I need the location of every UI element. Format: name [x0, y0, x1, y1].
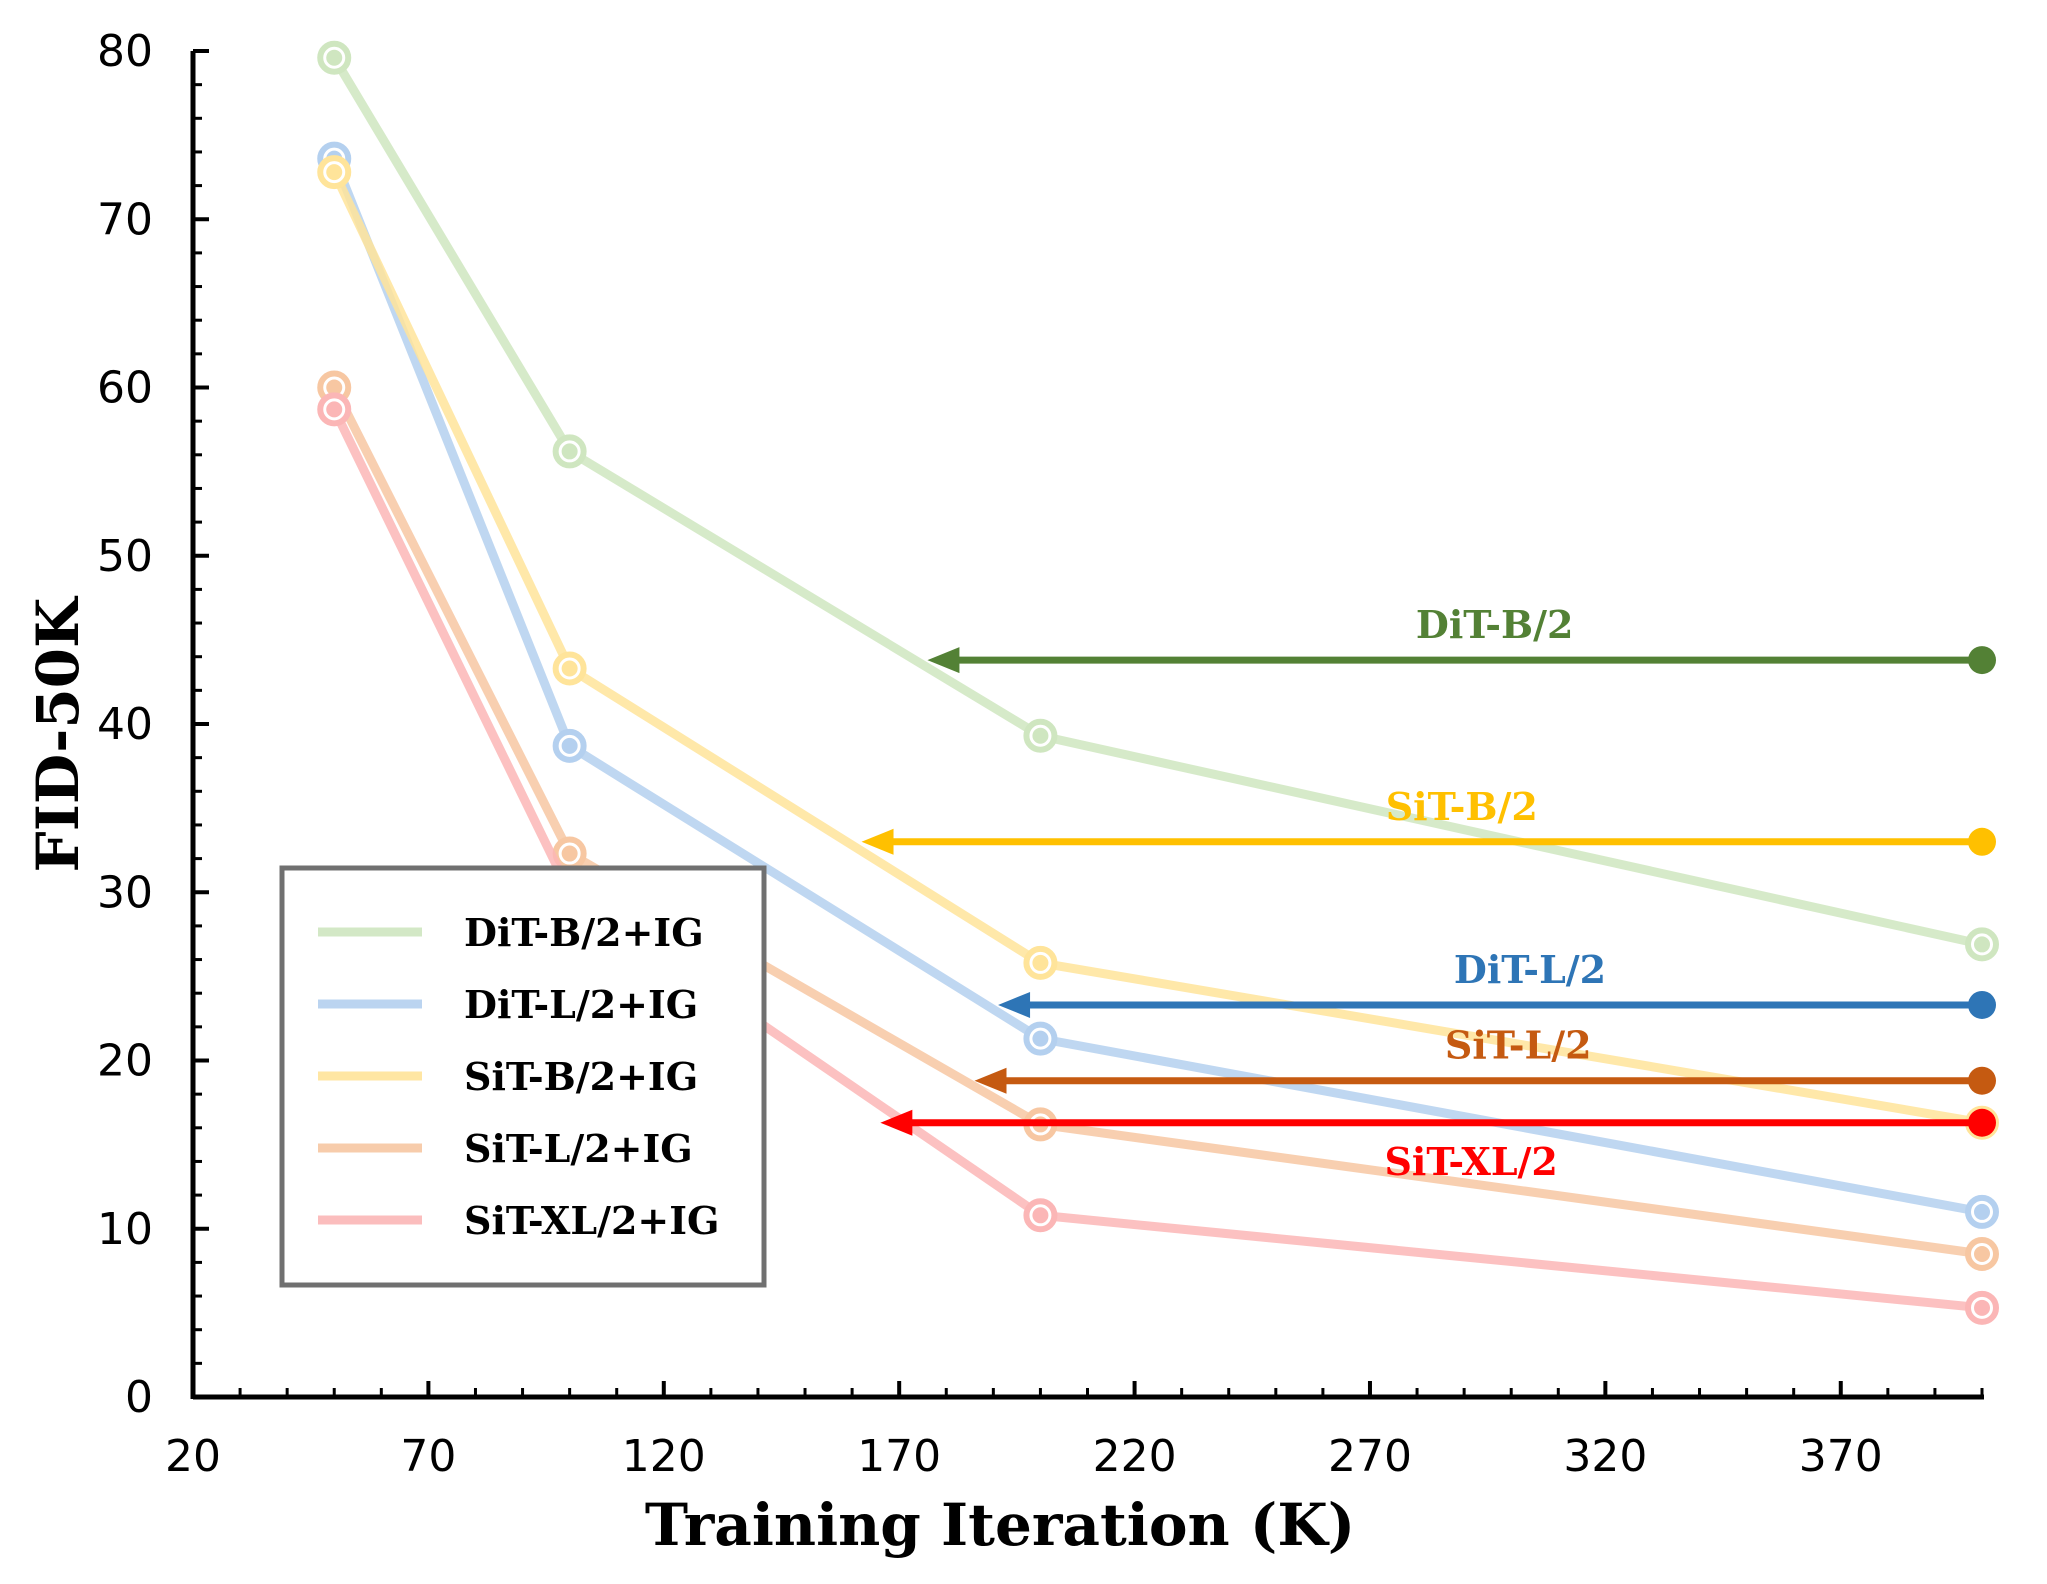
series-point-core-sit-b-2-ig — [1032, 954, 1049, 971]
series-line-sit-xl-2-ig — [329, 404, 1987, 1313]
x-axis-title: Training Iteration (K) — [645, 1491, 1355, 1559]
legend-label-sit-xl-2-ig: SiT-XL/2+IG — [464, 1198, 719, 1243]
series-point-core-dit-b-2-ig — [1974, 936, 1990, 953]
baseline-arrowhead-sit-xl-2 — [880, 1109, 913, 1136]
series-point-core-sit-xl-2-ig — [326, 401, 343, 418]
series-point-core-dit-l-2-ig — [1974, 1203, 1990, 1220]
baseline-arrowhead-sit-b-2 — [861, 828, 894, 855]
series-point-core-dit-l-2-ig — [1032, 1030, 1049, 1047]
series-point-core-sit-l-2-ig — [1974, 1245, 1990, 1262]
baseline-label-sit-b-2: SiT-B/2 — [1386, 784, 1538, 829]
series-point-core-dit-b-2-ig — [561, 443, 578, 460]
x-tick-label: 220 — [1093, 1431, 1177, 1482]
legend-label-sit-l-2-ig: SiT-L/2+IG — [464, 1126, 693, 1171]
series-point-core-sit-xl-2-ig — [1974, 1299, 1990, 1316]
x-tick-label: 120 — [622, 1431, 706, 1482]
x-tick-label: 70 — [400, 1431, 456, 1482]
axes: 0 10 20 30 40 50 60 70 80 20 70 120 170 220 270 320 370 — [97, 26, 1984, 1482]
y-tick-label: 10 — [97, 1204, 153, 1255]
y-tick-label: 0 — [125, 1372, 153, 1423]
legend-label-dit-l-2-ig: DiT-L/2+IG — [464, 982, 698, 1027]
series-point-core-sit-b-2-ig — [561, 660, 578, 677]
y-tick-label: 80 — [97, 26, 153, 77]
series-point-core-sit-xl-2-ig — [1032, 1207, 1049, 1224]
y-tick-label: 70 — [97, 194, 153, 245]
x-tick-label: 20 — [165, 1431, 221, 1482]
baseline-endpoint-sit-b-2 — [1968, 827, 1996, 856]
series-point-core-sit-l-2-ig — [561, 845, 578, 862]
y-axis-title: FID-50K — [24, 595, 92, 872]
baseline-layer: DiT-B/2 SiT-B/2 DiT-L/2 SiT-L/2 SiT-XL/2 — [861, 602, 1996, 1184]
y-tick-label: 60 — [97, 363, 153, 414]
x-tick-label: 270 — [1328, 1431, 1412, 1482]
series-point-core-dit-b-2-ig — [326, 49, 343, 66]
baseline-label-dit-l-2: DiT-L/2 — [1454, 947, 1606, 992]
baseline-endpoint-sit-xl-2 — [1968, 1108, 1996, 1137]
series-line-sit-l-2-ig — [329, 383, 1987, 1259]
x-tick-label: 170 — [857, 1431, 941, 1482]
series-point-core-sit-l-2-ig — [326, 379, 343, 396]
series-line-dit-b-2-ig — [329, 53, 1987, 949]
baseline-arrowhead-dit-l-2 — [998, 991, 1031, 1018]
baseline-arrowhead-dit-b-2 — [927, 647, 960, 674]
series-line-sit-b-2-ig — [329, 167, 1987, 1128]
y-tick-label: 30 — [97, 867, 153, 918]
series-point-core-sit-b-2-ig — [326, 164, 343, 181]
legend-label-dit-b-2-ig: DiT-B/2+IG — [464, 910, 704, 955]
baseline-endpoint-dit-l-2 — [1968, 990, 1996, 1019]
series-point-core-dit-b-2-ig — [1032, 727, 1049, 744]
legend-label-sit-b-2-ig: SiT-B/2+IG — [464, 1054, 698, 1099]
baseline-label-sit-xl-2: SiT-XL/2 — [1384, 1139, 1557, 1184]
legend: DiT-B/2+IG DiT-L/2+IG SiT-B/2+IG SiT-L/2+IG… — [279, 865, 767, 1288]
y-tick-label: 40 — [97, 699, 153, 750]
baseline-endpoint-sit-l-2 — [1968, 1066, 1996, 1095]
y-tick-label: 20 — [97, 1036, 153, 1087]
baseline-endpoint-dit-b-2 — [1968, 646, 1996, 675]
baseline-arrowhead-sit-l-2 — [974, 1067, 1007, 1094]
baseline-label-sit-l-2: SiT-L/2 — [1445, 1023, 1592, 1068]
series-point-core-dit-l-2-ig — [561, 737, 578, 754]
y-tick-label: 50 — [97, 531, 153, 582]
x-tick-label: 320 — [1563, 1431, 1647, 1482]
baseline-label-dit-b-2: DiT-B/2 — [1416, 602, 1574, 647]
x-tick-label: 370 — [1799, 1431, 1883, 1482]
